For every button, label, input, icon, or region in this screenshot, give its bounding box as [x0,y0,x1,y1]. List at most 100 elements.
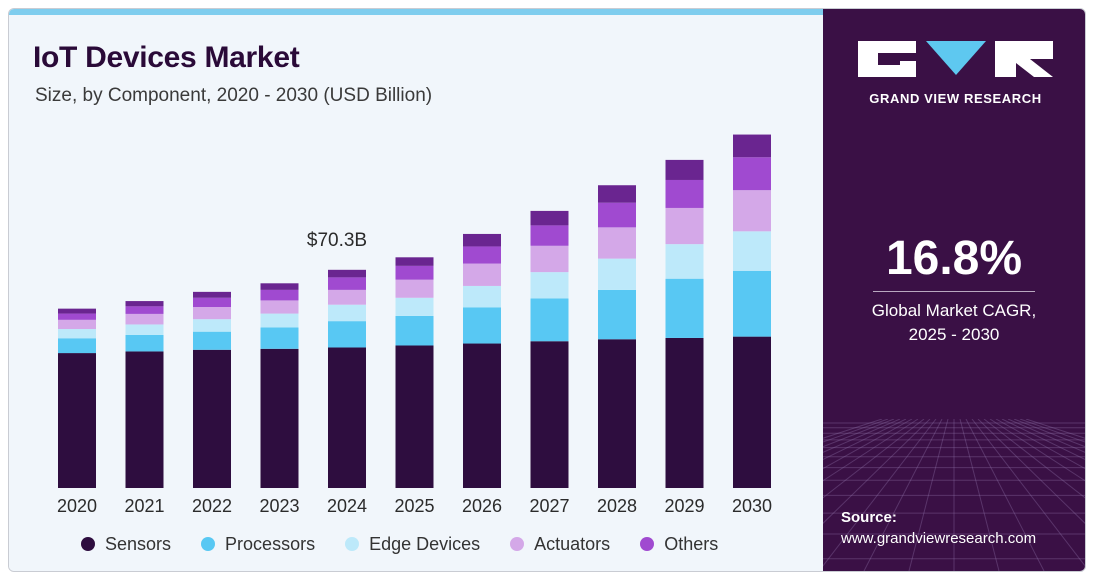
bar-segment-sensors-2028 [598,339,636,488]
logo-block-left-icon [858,41,916,77]
bar-segment-top-2027 [530,210,569,226]
bar-segment-others-2029 [665,179,704,208]
grid-line [977,419,1085,524]
brand-logo-mark [858,41,1053,77]
legend-label-edge-devices: Edge Devices [369,533,481,554]
chart-legend: Sensors Processors Edge Devices Actuator… [81,530,748,558]
legend-swatch-edge-devices [345,537,360,551]
bar-segment-others-2026 [463,246,501,264]
grid-line [823,419,895,448]
x-tick-label: 2030 [732,496,772,516]
bar-segment-actuators-2024 [328,289,366,305]
source-url: www.grandviewresearch.com [841,530,1037,547]
source-label: Source: [841,509,897,526]
x-tick-label: 2025 [394,496,434,516]
x-tick-label: 2029 [664,496,704,516]
x-tick-label: 2027 [529,496,569,516]
bar-value-annotation: $70.3B [307,230,367,251]
legend-item-others: Others [640,534,718,555]
x-tick-label: 2023 [259,496,299,516]
bar-segment-edge-devices-2029 [665,244,704,279]
legend-swatch-sensors [81,537,95,551]
bar-segment-sensors-2026 [463,343,501,488]
legend-item-actuators: Actuators [510,534,610,555]
bar-segment-edge-devices-2028 [598,258,636,290]
bar-segment-actuators-2020 [58,319,96,330]
legend-swatch-actuators [510,537,525,551]
legend-item-edge-devices: Edge Devices [345,534,480,555]
grid-line [995,419,1085,470]
bar-segment-top-2022 [193,291,231,298]
bar-segment-sensors-2027 [530,341,569,488]
bar-segment-sensors-2023 [260,348,299,488]
grid-line [959,419,1000,571]
chart-panel: IoT Devices Market Size, by Component, 2… [9,9,823,571]
legend-item-sensors: Sensors [81,534,171,555]
bar-segment-actuators-2026 [463,263,501,286]
bar-segment-processors-2021 [125,334,164,352]
bar-segment-processors-2025 [395,315,434,346]
infographic-frame: IoT Devices Market Size, by Component, 2… [8,8,1086,572]
legend-label-processors: Processors [225,533,316,554]
bar-segment-actuators-2025 [395,279,434,298]
bar-segment-sensors-2030 [733,336,771,488]
bar-segment-top-2024 [328,269,366,278]
bar-segment-processors-2020 [58,338,96,354]
grid-line [823,419,931,524]
logo-block-right-icon [995,41,1053,77]
bar-segment-processors-2027 [530,298,569,342]
x-tick-label: 2024 [327,496,367,516]
bar-segment-top-2021 [125,301,164,307]
logo-triangle-icon [926,41,986,75]
cagr-label-line2: 2025 - 2030 [908,325,1000,344]
bar-segment-processors-2022 [193,331,231,350]
legend-swatch-processors [201,537,216,551]
bar-segment-edge-devices-2027 [530,272,569,299]
bar-segment-top-2030 [733,134,771,158]
bar-segment-actuators-2027 [530,245,569,273]
bar-segment-edge-devices-2022 [193,319,231,332]
stacked-bar-chart: 2020 2021 2022 2023 2024 $70.3B 2025 2026 2027 20… [57,134,772,516]
grid-line [863,419,943,571]
x-tick-label: 2020 [57,496,97,516]
bar-segment-edge-devices-2023 [260,313,299,328]
x-tick-label: 2028 [597,496,637,516]
bar-segment-others-2025 [395,265,434,280]
bar-segment-processors-2026 [463,307,501,344]
bar-segment-processors-2024 [328,321,366,348]
grid-line [823,419,913,470]
grid-line [823,419,901,453]
cagr-label: Global Market CAGR, 2025 - 2030 [823,299,1085,347]
grid-line [1007,419,1085,453]
grid-line [908,419,949,571]
legend-label-actuators: Actuators [534,533,611,554]
bar-segment-actuators-2028 [598,227,636,259]
bar-segment-processors-2028 [598,289,636,340]
summary-panel: GRAND VIEW RESEARCH 16.8% Global Market … [823,9,1085,571]
bar-segment-edge-devices-2026 [463,285,501,308]
grid-line [1001,419,1085,460]
bar-segment-actuators-2023 [260,300,299,314]
legend-label-others: Others [664,533,719,554]
grid-line [989,419,1085,482]
bar-segment-top-2026 [463,233,501,247]
bar-segment-others-2020 [58,313,96,320]
bar-segment-top-2023 [260,283,299,290]
bar-segment-actuators-2029 [665,207,704,245]
legend-item-processors: Processors [201,534,315,555]
bar-segment-others-2023 [260,289,299,301]
bar-segment-others-2024 [328,277,366,290]
bar-segment-top-2028 [598,185,636,203]
bar-segment-top-2025 [395,257,434,266]
bar-segment-actuators-2021 [125,313,164,325]
bar-segment-actuators-2030 [733,190,771,232]
bar-segment-sensors-2025 [395,345,434,488]
bar-segment-edge-devices-2020 [58,329,96,339]
bar-segment-others-2030 [733,157,771,191]
bar-segment-processors-2023 [260,327,299,349]
bar-segment-others-2027 [530,225,569,246]
decorative-grid [823,419,1085,571]
legend-label-sensors: Sensors [105,533,172,554]
bar-segment-processors-2029 [665,278,704,338]
bar-segment-processors-2030 [733,270,771,337]
